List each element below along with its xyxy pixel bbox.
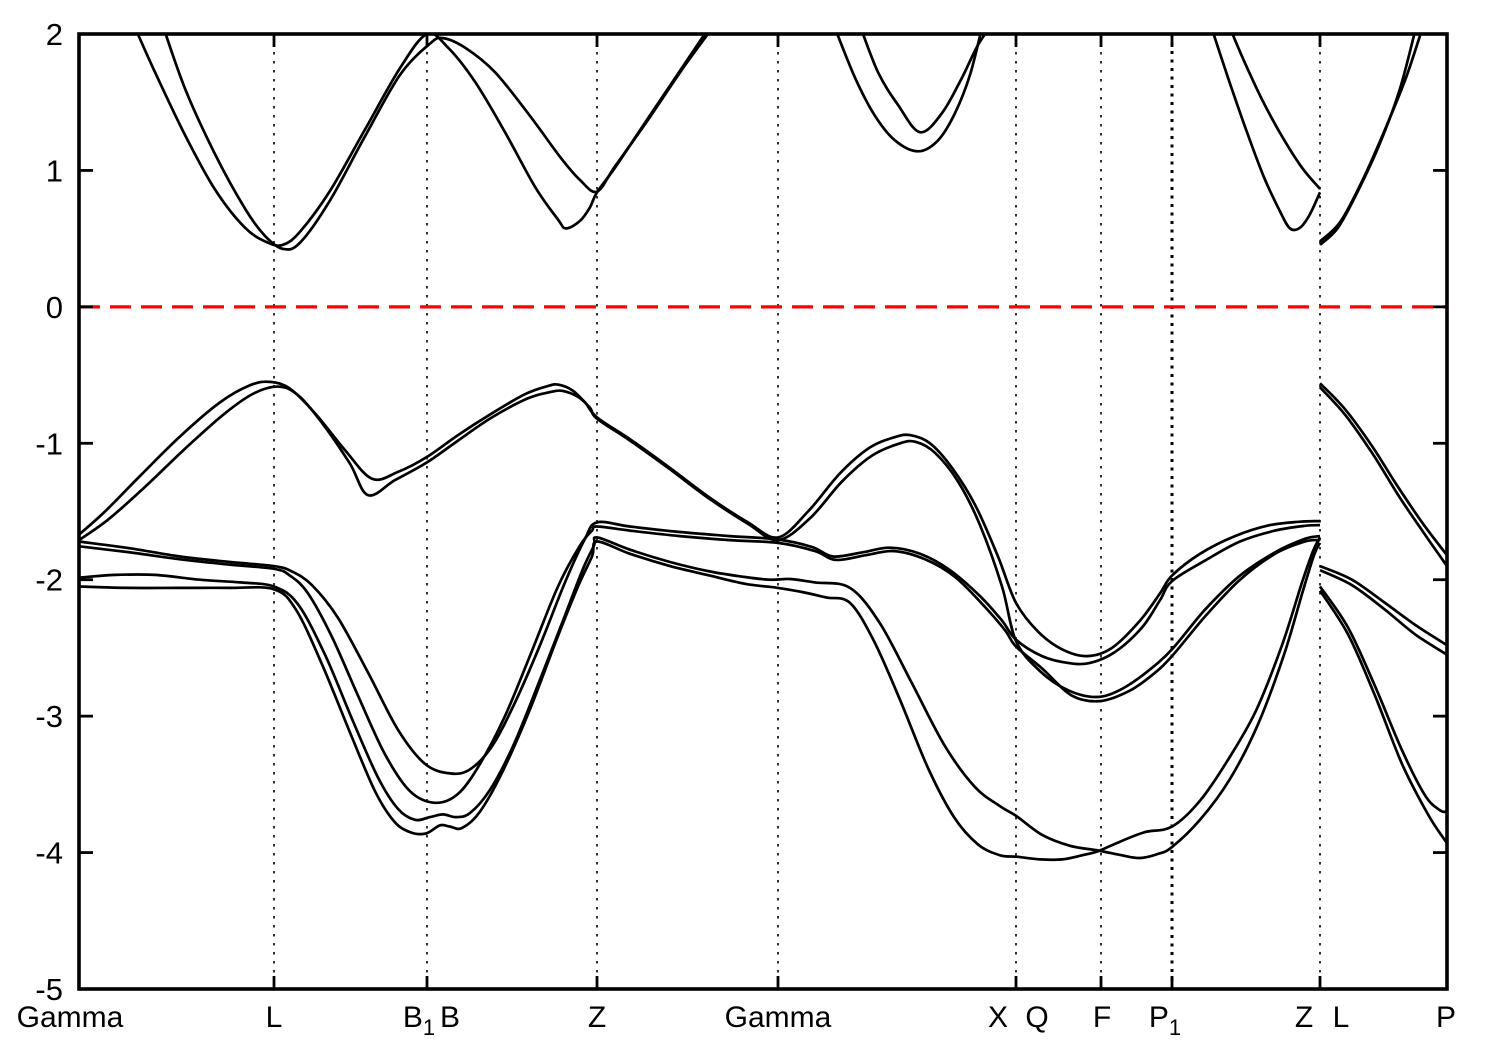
x-axis-label: Gamma [725,1001,832,1034]
band-curve-valence-2b [1319,386,1447,567]
x-axis-label: L [266,1001,283,1034]
y-axis-label: -4 [35,836,63,871]
band-curve-conduction-6 [1231,34,1322,190]
y-axis-label: 0 [46,290,63,325]
x-axis-label: F [1093,1001,1111,1034]
x-axis-label: P1 [1149,1001,1181,1040]
band-curve-valence-3b [1319,564,1447,647]
band-curve-conduction-5 [1212,34,1322,232]
x-axis-label: Z [588,1001,606,1034]
band-curve-conduction-2 [164,34,710,251]
band-curve-valence-3 [79,520,1321,776]
plot-border [77,32,1449,991]
band-curve-valence-2 [79,385,1321,699]
band-curve-valence-6b [1318,589,1447,844]
band-curve-valence-5 [79,535,1322,860]
x-axis-label: X [988,1001,1008,1034]
x-axis-label: Z [1295,1001,1313,1034]
band-curve-conduction-8 [1319,34,1422,243]
band-curve-valence-1b [1319,382,1447,557]
x-axis-label: B1 [403,1001,435,1040]
y-axis-label: 2 [46,17,63,52]
y-axis-label: -2 [35,563,63,598]
y-axis-label: -3 [35,699,63,734]
x-axis-label: B [440,1001,460,1034]
y-axis-label: -5 [35,972,63,1007]
band-curve-valence-4b [1319,568,1447,656]
band-curve-valence-6 [79,536,1322,862]
band-curve-conduction-4 [861,34,987,134]
y-axis-label: 1 [46,153,63,188]
band-curve-valence-5b [1318,585,1447,814]
x-axis-label: Gamma [17,1001,124,1034]
y-axis-label: -1 [35,426,63,461]
x-axis-label: Q [1025,1001,1048,1034]
x-axis-label: P [1436,1001,1456,1034]
band-curve-valence-4 [79,525,1321,805]
x-axis-label: L [1333,1001,1350,1034]
band-curve-conduction-3 [835,34,982,153]
